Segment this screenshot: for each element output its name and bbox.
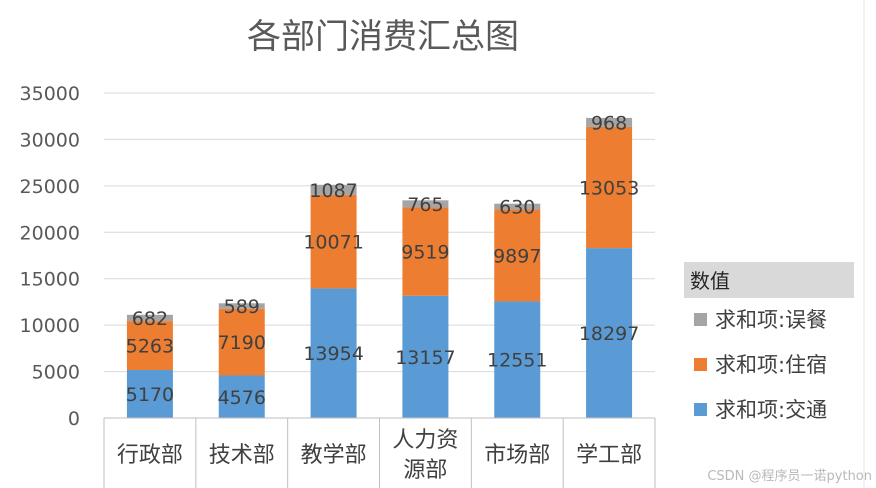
data-label: 589 [224, 296, 260, 318]
legend-swatch [694, 358, 707, 371]
x-tick-label: 人力资源部 [392, 428, 458, 483]
watermark-text: CSDN @程序员一诺python [707, 469, 872, 484]
data-label: 968 [591, 112, 627, 134]
bar-segment [494, 301, 541, 418]
bar-segment [402, 295, 449, 418]
data-label: 13053 [579, 177, 639, 199]
data-label: 10071 [303, 232, 363, 254]
bar-segment [586, 126, 633, 249]
x-tick-label: 学工部 [576, 443, 642, 468]
y-tick-label: 20000 [20, 222, 80, 244]
y-tick-label: 35000 [20, 83, 80, 105]
x-tick-label: 技术部 [209, 443, 275, 468]
bar-segment [218, 308, 265, 376]
legend-title: 数值 [690, 269, 730, 293]
data-label: 9519 [401, 242, 449, 264]
legend-swatch [694, 313, 707, 326]
bar-segment [310, 184, 357, 195]
bar-segment [126, 369, 173, 418]
chart-title: 各部门消费汇总图 [247, 17, 519, 57]
gridlines [104, 92, 655, 373]
data-label: 1087 [309, 180, 357, 202]
bar-segment [218, 375, 265, 418]
y-tick-label: 30000 [20, 129, 80, 151]
bar-segment [494, 203, 541, 210]
bar-segment [218, 303, 265, 309]
legend-item-label: 求和项:交通 [715, 398, 827, 422]
data-label: 4576 [218, 387, 266, 409]
x-tick-label: 行政部 [117, 443, 183, 468]
bar-segment [310, 288, 357, 418]
y-tick-label: 0 [68, 408, 80, 430]
bar-segment [126, 321, 173, 370]
data-label: 9897 [493, 246, 541, 268]
bar-segment [586, 248, 633, 418]
data-label: 18297 [579, 323, 639, 345]
bar-segment [586, 117, 633, 127]
data-labels: 5170 5263 682 4576 7190 589 13954 10071 1087 1315… [126, 112, 640, 408]
data-label: 765 [407, 194, 443, 216]
data-label: 13954 [303, 343, 363, 365]
legend-item-label: 求和项:误餐 [715, 308, 827, 332]
bar-segment [494, 209, 541, 302]
bar-segment [402, 207, 449, 296]
bar-segment [402, 200, 449, 208]
y-axis-tick-labels: 0 5000 10000 15000 20000 25000 30000 35000 [20, 83, 80, 430]
y-tick-label: 25000 [20, 176, 80, 198]
y-tick-label: 5000 [32, 362, 80, 384]
legend-header-background [684, 262, 854, 298]
y-tick-label: 10000 [20, 315, 80, 337]
data-label: 12551 [487, 350, 547, 372]
data-label: 5170 [126, 384, 174, 406]
bars [126, 117, 633, 418]
data-label: 5263 [126, 336, 174, 358]
data-label: 682 [132, 308, 168, 330]
data-label: 630 [499, 197, 535, 219]
bar-segment [126, 314, 173, 322]
bar-segment [310, 194, 357, 289]
x-tick-label: 教学部 [301, 443, 367, 468]
data-label: 7190 [218, 332, 266, 354]
x-tick-label: 市场部 [484, 443, 550, 468]
legend-swatch [694, 403, 707, 416]
legend-item-label: 求和项:住宿 [715, 353, 827, 377]
data-label: 13157 [395, 347, 455, 369]
y-tick-label: 15000 [20, 269, 80, 291]
